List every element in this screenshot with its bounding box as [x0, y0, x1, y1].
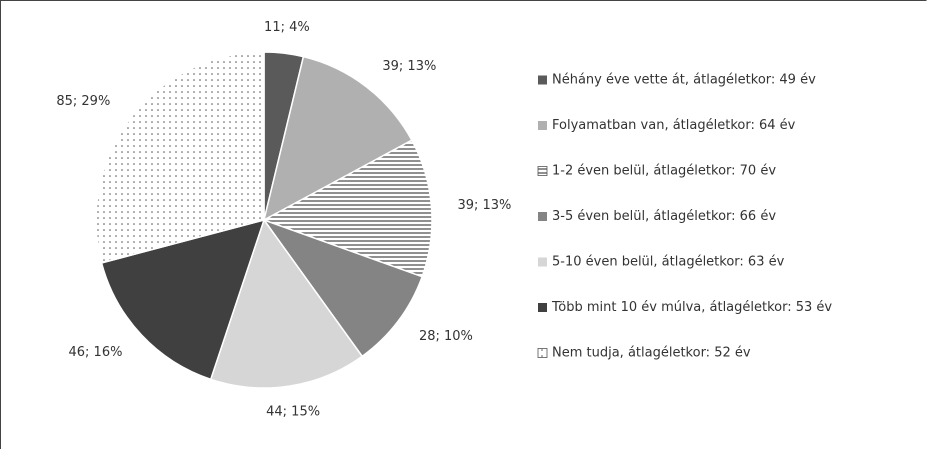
legend-label: Nem tudja, átlagéletkor: 52 év — [552, 346, 751, 361]
legend-label: Folyamatban van, átlagéletkor: 64 év — [552, 118, 796, 133]
legend-swatch — [537, 166, 548, 176]
data-label: 11; 4% — [264, 20, 310, 35]
data-label: 28; 10% — [419, 329, 473, 344]
legend-swatch — [538, 257, 547, 267]
pie-slice — [262, 55, 413, 222]
data-label: 44; 15% — [266, 404, 320, 419]
legend-label: Néhány éve vette át, átlagéletkor: 49 év — [552, 73, 816, 88]
pie-slice — [100, 218, 266, 381]
data-label: 46; 16% — [69, 345, 123, 360]
pie-slice — [262, 139, 433, 278]
legend-label: Több mint 10 év múlva, átlagéletkor: 53 … — [551, 300, 832, 315]
legend-swatch — [538, 75, 547, 85]
pie-slice — [209, 218, 364, 389]
pie-slice — [95, 51, 265, 264]
legend-swatch — [538, 121, 547, 130]
data-label: 39; 13% — [457, 198, 511, 213]
legend-swatch — [538, 303, 547, 312]
legend-label: 5-10 éven belül, átlagéletkor: 63 év — [552, 255, 785, 270]
legend-swatch — [537, 348, 548, 358]
legend-swatch — [538, 212, 547, 221]
legend-label: 1-2 éven belül, átlagéletkor: 70 év — [552, 164, 776, 179]
legend-label: 3-5 éven belül, átlagéletkor: 66 év — [552, 209, 776, 224]
data-label: 85; 29% — [56, 94, 110, 109]
pie-slice — [261, 218, 424, 358]
data-label: 39; 13% — [382, 59, 436, 74]
